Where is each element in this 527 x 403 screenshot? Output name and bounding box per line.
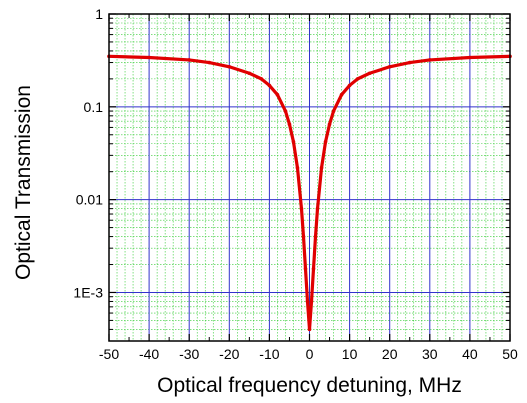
data-point [247,71,252,76]
data-point [283,109,288,113]
x-axis-title: Optical frequency detuning, MHz [157,374,462,397]
x-tick-label: -40 [139,346,159,362]
data-point [207,60,212,65]
y-axis-title: Optical Transmission [12,85,35,280]
data-point [468,55,472,60]
series-layer [107,54,512,332]
data-point [313,234,318,239]
data-point [331,109,336,113]
x-tick-label: -20 [219,346,239,362]
y-tick-label: 1 [95,6,103,22]
data-point [303,266,308,271]
x-tick-label: -50 [99,346,119,362]
y-tick-label: 0.01 [76,192,103,208]
y-tick-label: 0.1 [84,99,104,115]
data-point [327,122,332,126]
x-tick-labels: -50 -40 -30 -20 -10 0 10 20 30 40 50 [99,346,518,362]
data-point [275,92,280,97]
x-tick-label: 0 [306,346,314,362]
x-tick-label: 20 [382,346,398,362]
data-point [227,64,232,69]
axis-ticks [108,13,511,342]
x-tick-label: -10 [259,346,279,362]
data-point [428,58,432,62]
x-tick-label: 10 [342,346,358,362]
data-point [267,83,272,88]
data-point [347,83,352,88]
x-tick-label: 30 [422,346,438,362]
data-point [309,299,314,304]
data-point [295,166,300,170]
data-point [311,266,316,271]
data-point [339,92,344,97]
x-tick-label: 40 [462,346,478,362]
data-point [259,77,264,81]
major-grid [109,14,510,341]
data-point [147,55,151,60]
data-point [187,58,191,62]
data-point [307,327,312,332]
y-tick-labels: 1E-3 0.01 0.1 1 [73,6,103,300]
data-point [367,71,372,76]
data-point [305,299,310,304]
data-point [291,139,296,144]
data-point [319,166,324,170]
data-point [407,60,412,65]
x-tick-label: -30 [179,346,199,362]
x-tick-label: 50 [502,346,518,362]
data-point [355,77,360,81]
data-point [301,234,306,239]
data-point [287,122,292,126]
data-point [323,139,328,144]
y-tick-label: 1E-3 [73,284,103,300]
data-point [299,206,304,211]
data-point [387,64,392,69]
data-point [315,206,320,211]
